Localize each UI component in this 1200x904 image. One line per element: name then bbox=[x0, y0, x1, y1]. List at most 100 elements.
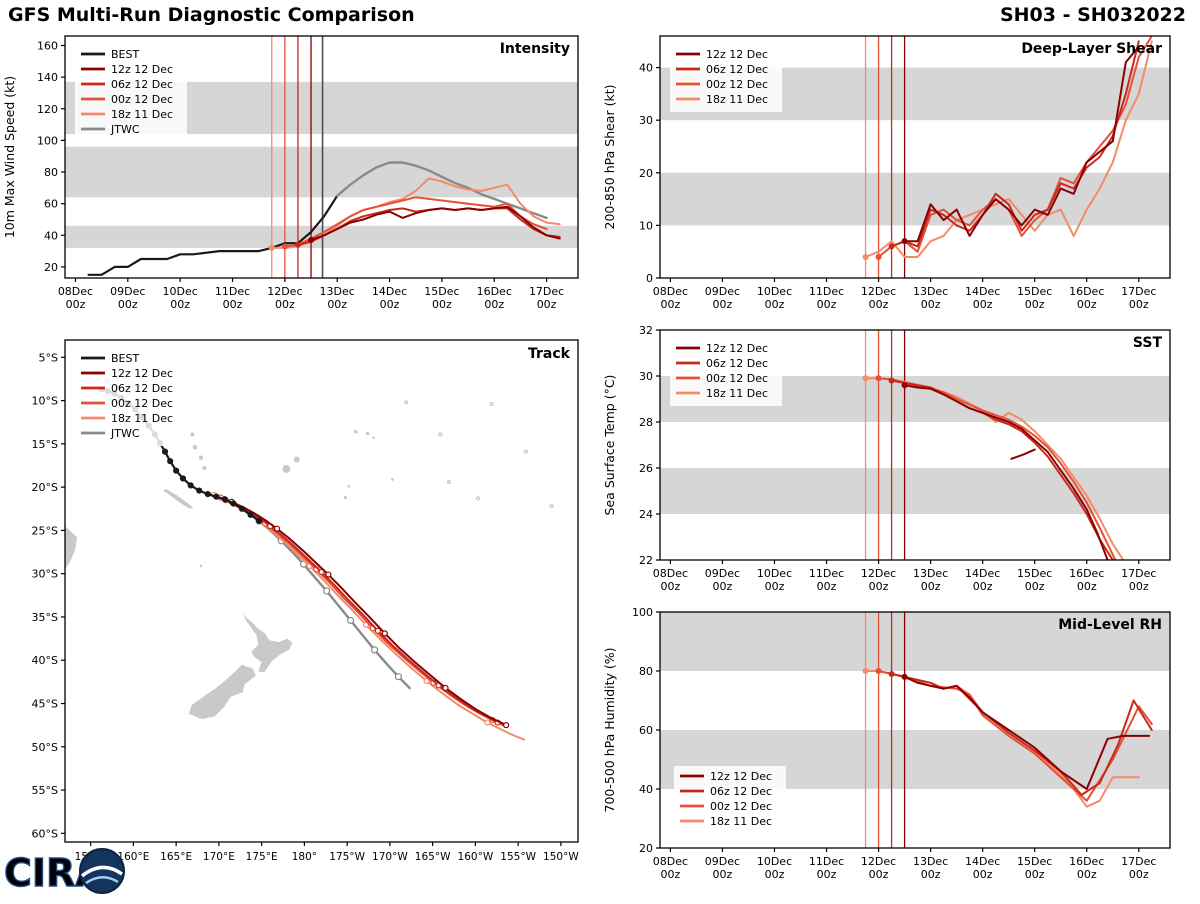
series-18z-11-dec bbox=[864, 40, 1153, 258]
x-tick-date-label: 15Dec bbox=[1017, 567, 1052, 580]
series-best bbox=[87, 194, 339, 276]
atoll bbox=[489, 401, 494, 407]
series-06z-12-dec bbox=[890, 672, 1153, 796]
coastline bbox=[163, 488, 194, 509]
series-start-marker bbox=[901, 673, 908, 680]
x-tick-hour-label: 00z bbox=[817, 868, 837, 881]
series-06z-12-dec-track bbox=[225, 499, 499, 724]
track-position-marker bbox=[179, 475, 187, 482]
cira-globe-wave-icon bbox=[80, 865, 124, 878]
atoll bbox=[523, 449, 528, 454]
y-tick-label: 120 bbox=[37, 103, 58, 116]
x-tick-hour-label: 00z bbox=[765, 868, 785, 881]
x-tick-date-label: 15Dec bbox=[424, 285, 459, 298]
deep-layer-shear-panel: 0 10 20 30 40 08Dec 00z 09Dec 00z 10Dec 00z 11Dec 00… bbox=[600, 28, 1200, 328]
axis-frame bbox=[64, 339, 579, 843]
x-tick-date-label: 09Dec bbox=[705, 855, 740, 868]
x-tick-hour-label: 00z bbox=[817, 298, 837, 311]
y-tick-label: 30 bbox=[639, 370, 653, 383]
lon-tick-label: 155°W bbox=[500, 851, 536, 863]
x-tick-hour-label: 00z bbox=[223, 298, 243, 311]
island bbox=[293, 456, 300, 463]
panel-title: SST bbox=[1133, 335, 1163, 351]
x-tick-hour-label: 00z bbox=[1025, 580, 1045, 593]
legend-label: JTWC bbox=[110, 427, 140, 440]
track-position-marker bbox=[273, 525, 281, 532]
lon-tick-label: 160°E bbox=[117, 851, 149, 863]
x-tick-hour-label: 00z bbox=[765, 580, 785, 593]
track-position-marker bbox=[167, 458, 174, 465]
x-tick-hour-label: 00z bbox=[921, 298, 941, 311]
intensity-panel: 20 40 60 80 100 120 140 160 08Dec 00z 09Dec 00z 10De… bbox=[0, 28, 600, 332]
lat-tick-label: 25°S bbox=[32, 524, 58, 537]
legend-label: 06z 12 Dec bbox=[706, 63, 768, 76]
coastline bbox=[65, 526, 77, 570]
y-tick-label: 60 bbox=[639, 724, 653, 737]
x-tick-hour-label: 00z bbox=[973, 868, 993, 881]
track-position-marker bbox=[442, 684, 449, 692]
x-tick-hour-label: 00z bbox=[973, 298, 993, 311]
shaded-band bbox=[660, 172, 1170, 226]
track-position-marker bbox=[173, 467, 180, 474]
x-tick-hour-label: 00z bbox=[661, 298, 681, 311]
x-tick-date-label: 11Dec bbox=[809, 285, 844, 298]
x-tick-hour-label: 00z bbox=[1129, 580, 1149, 593]
shaded-band bbox=[65, 146, 578, 198]
x-tick-hour-label: 00z bbox=[713, 298, 733, 311]
legend-label: 00z 12 Dec bbox=[710, 800, 772, 813]
track-position-marker bbox=[346, 616, 355, 625]
track-position-marker bbox=[204, 490, 211, 498]
y-tick-label: 20 bbox=[639, 842, 653, 855]
lat-tick-label: 30°S bbox=[32, 568, 58, 581]
island bbox=[347, 484, 351, 488]
series-12z-12-dec-track bbox=[231, 500, 507, 727]
legend: 12z 12 Dec 06z 12 Dec 00z 12 Dec 18z 11 Dec bbox=[674, 766, 786, 834]
x-tick-hour-label: 00z bbox=[765, 298, 785, 311]
y-axis-label: 10m Max Wind Speed (kt) bbox=[2, 76, 17, 238]
x-tick-hour-label: 00z bbox=[1129, 298, 1149, 311]
y-axis-label: Sea Surface Temp (°C) bbox=[602, 375, 617, 516]
track-position-marker bbox=[374, 627, 382, 634]
atoll bbox=[475, 496, 481, 501]
series-start-marker bbox=[308, 237, 315, 244]
y-tick-label: 30 bbox=[639, 114, 653, 127]
legend-label: 06z 12 Dec bbox=[111, 78, 173, 91]
x-tick-date-label: 12Dec bbox=[861, 855, 896, 868]
x-tick-hour-label: 00z bbox=[869, 868, 889, 881]
island bbox=[199, 564, 203, 568]
x-tick-hour-label: 00z bbox=[869, 298, 889, 311]
series-start-marker bbox=[875, 668, 882, 674]
legend-label: 12z 12 Dec bbox=[111, 367, 173, 380]
x-tick-date-label: 16Dec bbox=[1069, 855, 1104, 868]
x-tick-date-label: 12Dec bbox=[267, 285, 302, 298]
legend-label: 18z 11 Dec bbox=[111, 412, 173, 425]
series-start-marker bbox=[875, 253, 882, 260]
series-18z-11-dec bbox=[864, 377, 1125, 560]
x-tick-date-label: 10Dec bbox=[757, 855, 792, 868]
lon-tick-label: 180° bbox=[292, 851, 317, 863]
coastline bbox=[241, 610, 293, 673]
series-start-marker bbox=[281, 243, 288, 250]
legend-label: BEST bbox=[111, 352, 139, 365]
y-axis-label: 200-850 hPa Shear (kt) bbox=[602, 85, 617, 230]
y-tick-label: 80 bbox=[44, 166, 58, 179]
legend: BEST 12z 12 Dec 06z 12 Dec 00z 12 Dec 18z 11… bbox=[75, 44, 187, 142]
series-12z-12-dec bbox=[903, 675, 1151, 790]
axis-frame bbox=[659, 329, 1171, 561]
lon-tick-label: 150°W bbox=[543, 851, 579, 863]
series-start-marker bbox=[888, 377, 895, 384]
y-tick-label: 100 bbox=[632, 606, 653, 619]
track-position-marker bbox=[423, 677, 430, 685]
y-tick-label: 60 bbox=[44, 198, 58, 211]
x-tick-date-label: 14Dec bbox=[965, 855, 1000, 868]
atoll bbox=[549, 504, 554, 509]
atoll bbox=[438, 432, 443, 437]
track-position-marker bbox=[484, 719, 491, 726]
y-tick-label: 100 bbox=[37, 134, 58, 147]
x-tick-hour-label: 00z bbox=[118, 298, 138, 311]
y-tick-label: 10 bbox=[639, 219, 653, 232]
x-tick-hour-label: 00z bbox=[1129, 868, 1149, 881]
x-tick-date-label: 13Dec bbox=[320, 285, 355, 298]
x-tick-date-label: 13Dec bbox=[913, 567, 948, 580]
intensity-chart: 2040608010012014016008Dec00z09Dec00z10De… bbox=[2, 35, 579, 311]
